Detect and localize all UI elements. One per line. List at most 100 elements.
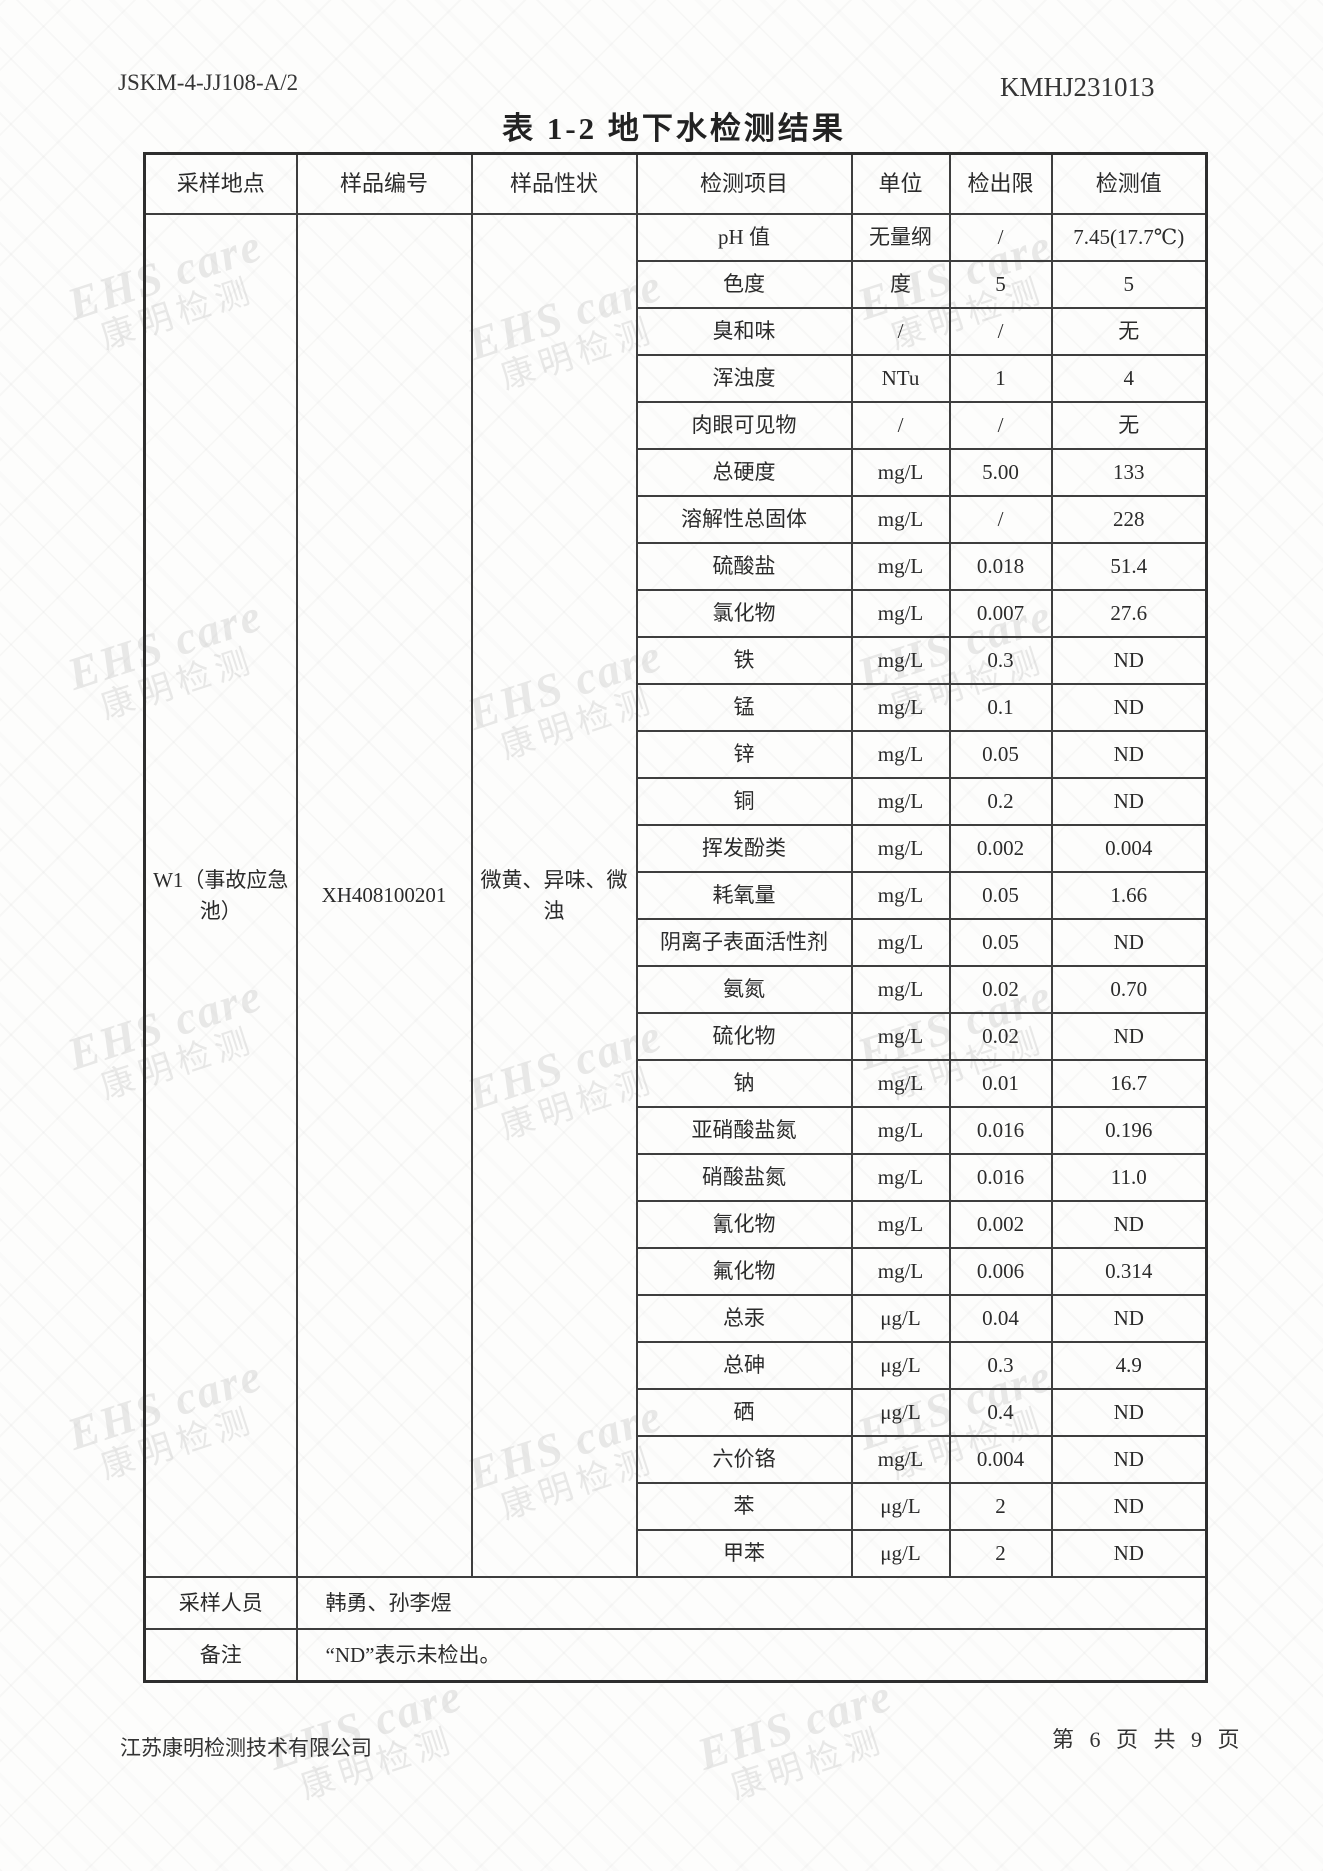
cell-unit: mg/L [850,965,951,1014]
cell-limit: 1 [948,354,1053,403]
table-row: 六价铬 mg/L 0.004 ND [145,1435,1208,1484]
cell-item: 溶解性总固体 [635,495,853,544]
footer-company: 江苏康明检测技术有限公司 [120,1736,372,1760]
cell-unit: mg/L [850,1247,951,1296]
table-row: 氰化物 mg/L 0.002 ND [145,1200,1208,1249]
cell-limit: 0.04 [948,1294,1053,1343]
cell-item: 钠 [635,1059,853,1108]
cell-item: 氟化物 [635,1247,853,1296]
table-row: 硝酸盐氮 mg/L 0.016 11.0 [145,1153,1208,1202]
cell-item: pH 值 [635,213,853,262]
cell-unit: mg/L [850,1106,951,1155]
cell-item: 氰化物 [635,1200,853,1249]
cell-unit: μg/L [850,1482,951,1531]
cell-value: ND [1050,730,1208,779]
page-title: 表 1-2 地下水检测结果 [502,111,846,146]
cell-value: ND [1050,1012,1208,1061]
col-header-test-item: 检测项目 [635,152,853,215]
col-header-sampling-location: 采样地点 [143,152,298,215]
col-header-detection-limit: 检出限 [948,152,1053,215]
cell-value: ND [1050,1435,1208,1484]
cell-limit: / [948,495,1053,544]
cell-value: ND [1050,1200,1208,1249]
table-row: 臭和味 / / 无 [145,307,1208,356]
cell-limit: 0.02 [948,965,1053,1014]
cell-item: 氯化物 [635,589,853,638]
table-row: 浑浊度 NTu 1 4 [145,354,1208,403]
col-header-sample-character: 样品性状 [470,152,638,215]
cell-item: 硝酸盐氮 [635,1153,853,1202]
cell-unit: mg/L [850,495,951,544]
table-row: 阴离子表面活性剂 mg/L 0.05 ND [145,918,1208,967]
cell-limit: / [948,213,1053,262]
cell-limit: 0.002 [948,1200,1053,1249]
cell-unit: mg/L [850,448,951,497]
cell-value: 0.196 [1050,1106,1208,1155]
cell-item: 总汞 [635,1294,853,1343]
cell-value: 无 [1050,401,1208,450]
cell-limit: 0.01 [948,1059,1053,1108]
table-header-row: 采样地点 样品编号 样品性状 检测项目 单位 检出限 检测值 [143,152,1208,215]
col-header-sample-no: 样品编号 [295,152,473,215]
cell-unit: μg/L [850,1341,951,1390]
table-row: 苯 μg/L 2 ND [145,1482,1208,1531]
cell-unit: mg/L [850,824,951,873]
cell-limit: 0.02 [948,1012,1053,1061]
cell-item: 浑浊度 [635,354,853,403]
cell-limit: 0.05 [948,871,1053,920]
cell-item: 硫化物 [635,1012,853,1061]
footer-page-number: 第 6 页 共 9 页 [1052,1727,1245,1752]
table-row: 挥发酚类 mg/L 0.002 0.004 [145,824,1208,873]
cell-limit: 0.016 [948,1106,1053,1155]
cell-unit: 度 [850,260,951,309]
cell-unit: mg/L [850,777,951,826]
cell-item: 硫酸盐 [635,542,853,591]
cell-item: 锌 [635,730,853,779]
table-row: 总汞 μg/L 0.04 ND [145,1294,1208,1343]
cell-limit: 2 [948,1529,1053,1578]
cell-unit: mg/L [850,1012,951,1061]
col-header-detected-value: 检测值 [1050,152,1208,215]
cell-value: 4.9 [1050,1341,1208,1390]
cell-limit: 0.016 [948,1153,1053,1202]
cell-value: 228 [1050,495,1208,544]
cell-value: 16.7 [1050,1059,1208,1108]
col-header-unit: 单位 [850,152,951,215]
table-row: 耗氧量 mg/L 0.05 1.66 [145,871,1208,920]
cell-unit: 无量纲 [850,213,951,262]
cell-value: ND [1050,1482,1208,1531]
sampler-value: 韩勇、孙李煜 [295,1576,1208,1630]
cell-unit: / [850,307,951,356]
cell-item: 氨氮 [635,965,853,1014]
table-row: 铜 mg/L 0.2 ND [145,777,1208,826]
sample-no-cell: XH408100201 [295,213,473,1578]
groundwater-results-table: 采样地点 样品编号 样品性状 检测项目 单位 检出限 检测值 W1（事故应急池）… [143,152,1208,1683]
cell-value: 无 [1050,307,1208,356]
cell-unit: mg/L [850,542,951,591]
table-row: 总硬度 mg/L 5.00 133 [145,448,1208,497]
table-row: W1（事故应急池） XH408100201 微黄、异味、微浊 pH 值 无量纲 … [143,213,1208,1578]
table-row: 硫化物 mg/L 0.02 ND [145,1012,1208,1061]
cell-value: 1.66 [1050,871,1208,920]
cell-limit: 0.3 [948,636,1053,685]
remark-label: 备注 [143,1628,298,1683]
cell-value: 0.004 [1050,824,1208,873]
table-row: 色度度 5 5 [145,260,1208,309]
cell-limit: 5.00 [948,448,1053,497]
sample-character-cell: 微黄、异味、微浊 [470,213,638,1578]
cell-limit: 0.1 [948,683,1053,732]
cell-limit: 0.004 [948,1435,1053,1484]
cell-item: 肉眼可见物 [635,401,853,450]
sampling-location-cell: W1（事故应急池） [143,213,298,1578]
cell-value: 133 [1050,448,1208,497]
cell-unit: mg/L [850,1153,951,1202]
remark-row: 备注 “ND”表示未检出。 [143,1628,1208,1683]
cell-unit: mg/L [850,871,951,920]
cell-limit: 0.002 [948,824,1053,873]
table-row: 氟化物 mg/L 0.006 0.314 [145,1247,1208,1296]
cell-unit: NTu [850,354,951,403]
cell-item: 臭和味 [635,307,853,356]
cell-limit: 5 [948,260,1053,309]
cell-limit: 0.3 [948,1341,1053,1390]
cell-limit: 0.007 [948,589,1053,638]
